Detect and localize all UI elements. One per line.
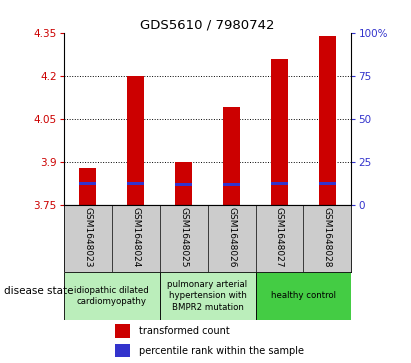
- Bar: [79, 168, 96, 205]
- Bar: [127, 76, 144, 205]
- Bar: [319, 182, 336, 185]
- Text: idiopathic dilated
cardiomyopathy: idiopathic dilated cardiomyopathy: [74, 286, 149, 306]
- Bar: [223, 107, 240, 205]
- Bar: [127, 182, 144, 185]
- Bar: [271, 182, 288, 185]
- Bar: [175, 162, 192, 205]
- Bar: [159, 272, 256, 320]
- Text: percentile rank within the sample: percentile rank within the sample: [139, 346, 303, 356]
- Bar: [271, 58, 288, 205]
- Bar: [175, 183, 192, 186]
- Bar: [115, 344, 130, 358]
- Bar: [64, 272, 159, 320]
- Bar: [319, 36, 336, 205]
- Text: GSM1648024: GSM1648024: [131, 207, 140, 267]
- Text: GSM1648028: GSM1648028: [323, 207, 332, 267]
- Text: healthy control: healthy control: [271, 291, 336, 301]
- Text: disease state: disease state: [4, 286, 74, 296]
- Text: transformed count: transformed count: [139, 326, 229, 336]
- Bar: [79, 182, 96, 185]
- Text: GSM1648023: GSM1648023: [83, 207, 92, 267]
- Bar: [223, 183, 240, 186]
- Bar: [115, 324, 130, 338]
- Text: pulmonary arterial
hypertension with
BMPR2 mutation: pulmonary arterial hypertension with BMP…: [168, 280, 247, 311]
- Title: GDS5610 / 7980742: GDS5610 / 7980742: [140, 19, 275, 32]
- Text: GSM1648025: GSM1648025: [179, 207, 188, 267]
- Text: GSM1648027: GSM1648027: [275, 207, 284, 267]
- Bar: [256, 272, 351, 320]
- Text: GSM1648026: GSM1648026: [227, 207, 236, 267]
